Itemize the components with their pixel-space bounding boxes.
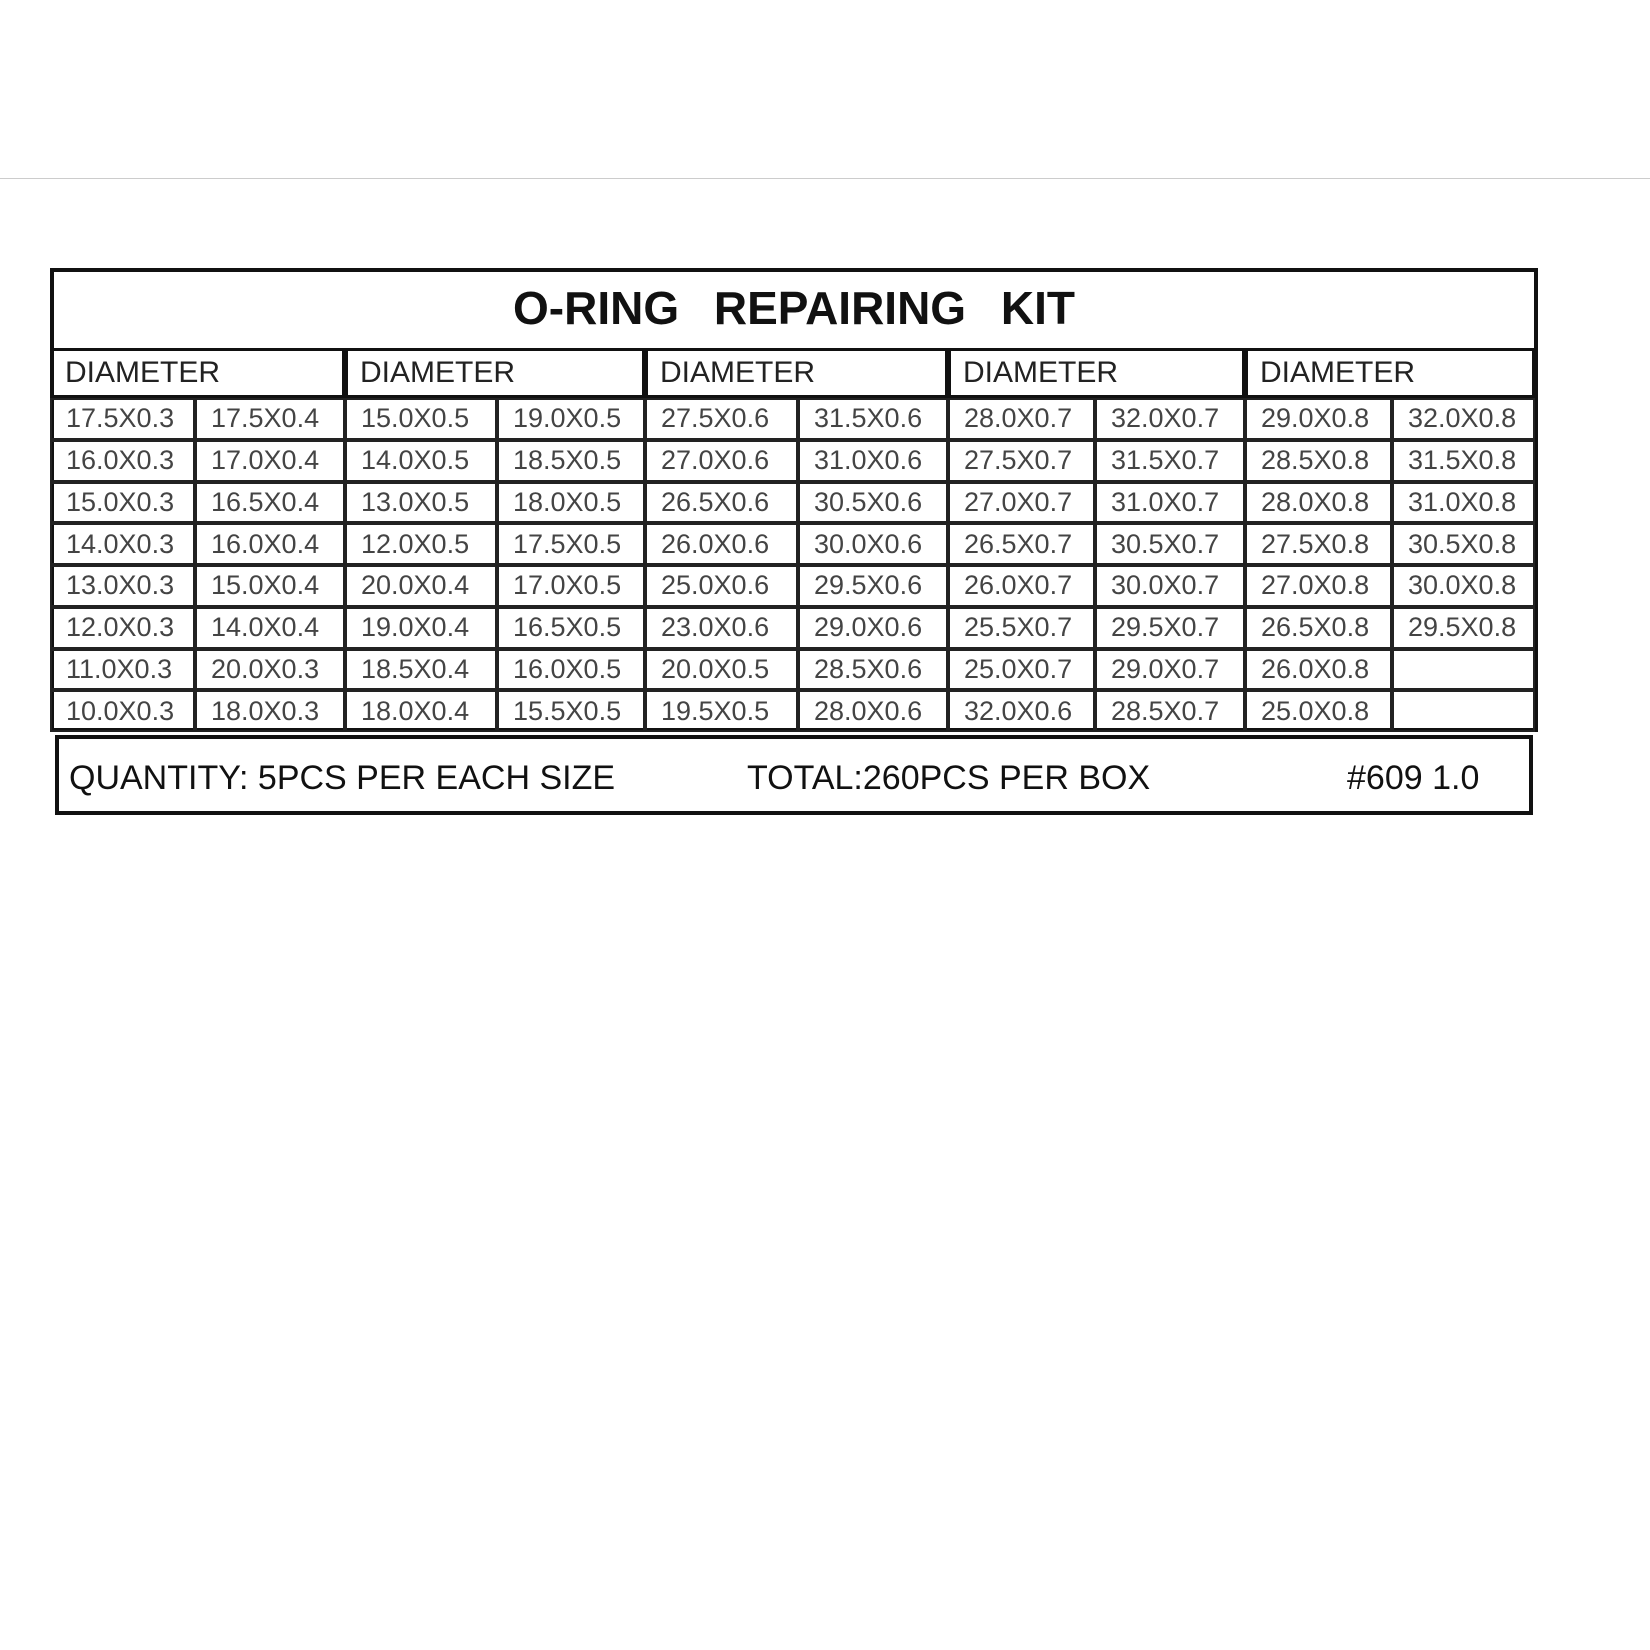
size-cell: 12.0X0.3 bbox=[50, 606, 195, 649]
size-cell: 15.0X0.4 bbox=[195, 565, 345, 607]
size-cell: 25.0X0.7 bbox=[948, 648, 1095, 691]
size-cell: 19.0X0.4 bbox=[345, 606, 497, 649]
size-cell: 17.0X0.4 bbox=[195, 439, 345, 482]
size-cell: 32.0X0.6 bbox=[948, 690, 1095, 732]
size-cell: 16.0X0.4 bbox=[195, 523, 345, 565]
size-cell: 29.5X0.6 bbox=[798, 565, 948, 607]
size-cell: 26.0X0.7 bbox=[948, 565, 1095, 607]
size-cell: 27.0X0.8 bbox=[1245, 565, 1392, 607]
size-cell: 28.0X0.6 bbox=[798, 690, 948, 732]
size-cell: 29.0X0.8 bbox=[1245, 398, 1392, 440]
size-cell: 19.5X0.5 bbox=[645, 690, 798, 732]
quantity: QUANTITY: 5PCS PER EACH SIZE bbox=[69, 759, 616, 797]
size-cell: 30.5X0.8 bbox=[1392, 523, 1535, 565]
size-cell: 17.5X0.3 bbox=[50, 398, 195, 440]
divider bbox=[0, 178, 1650, 179]
size-cell: 28.5X0.7 bbox=[1095, 690, 1245, 732]
size-cell: 26.5X0.7 bbox=[948, 523, 1095, 565]
size-cell bbox=[1392, 690, 1535, 732]
size-cell: 26.5X0.6 bbox=[645, 481, 798, 524]
size-cell: 20.0X0.4 bbox=[345, 565, 497, 607]
size-cell: 20.0X0.3 bbox=[195, 648, 345, 691]
size-cell: 31.5X0.6 bbox=[798, 398, 948, 440]
size-cell: 27.0X0.6 bbox=[645, 439, 798, 482]
size-cell: 23.0X0.6 bbox=[645, 606, 798, 649]
size-cell: 27.0X0.7 bbox=[948, 481, 1095, 524]
size-cell: 14.0X0.5 bbox=[345, 439, 497, 482]
size-cell: 16.5X0.4 bbox=[195, 481, 345, 524]
size-cell: 13.0X0.5 bbox=[345, 481, 497, 524]
size-cell: 28.5X0.8 bbox=[1245, 439, 1392, 482]
size-cell: 29.0X0.6 bbox=[798, 606, 948, 649]
size-cell: 17.0X0.5 bbox=[497, 565, 645, 607]
size-cell: 30.5X0.6 bbox=[798, 481, 948, 524]
size-cell: 31.5X0.7 bbox=[1095, 439, 1245, 482]
size-cell: 27.5X0.6 bbox=[645, 398, 798, 440]
size-cell: 30.0X0.8 bbox=[1392, 565, 1535, 607]
size-cell: 25.5X0.7 bbox=[948, 606, 1095, 649]
size-cell: 13.0X0.3 bbox=[50, 565, 195, 607]
table-title: O-RING REPAIRING KIT bbox=[513, 282, 1075, 334]
size-cell: 16.0X0.3 bbox=[50, 439, 195, 482]
size-cell: 15.0X0.3 bbox=[50, 481, 195, 524]
size-cell: 28.0X0.7 bbox=[948, 398, 1095, 440]
size-cell: 29.5X0.8 bbox=[1392, 606, 1535, 649]
size-cell: 10.0X0.3 bbox=[50, 690, 195, 732]
size-cell: 18.5X0.5 bbox=[497, 439, 645, 482]
kit-table bbox=[50, 268, 1538, 732]
size-cell: 29.0X0.7 bbox=[1095, 648, 1245, 691]
size-cell: 17.5X0.5 bbox=[497, 523, 645, 565]
size-cell: 26.0X0.6 bbox=[645, 523, 798, 565]
size-cell: 32.0X0.7 bbox=[1095, 398, 1245, 440]
size-cell: 31.0X0.7 bbox=[1095, 481, 1245, 524]
size-cell: 28.5X0.6 bbox=[798, 648, 948, 691]
total: TOTAL:260PCS PER BOX bbox=[747, 759, 1151, 797]
group-header: DIAMETER bbox=[345, 348, 645, 398]
code: #609 1.0 bbox=[1347, 759, 1480, 797]
size-cell: 14.0X0.3 bbox=[50, 523, 195, 565]
size-cell bbox=[1392, 648, 1535, 691]
size-cell: 12.0X0.5 bbox=[345, 523, 497, 565]
size-cell: 28.0X0.8 bbox=[1245, 481, 1392, 524]
size-cell: 32.0X0.8 bbox=[1392, 398, 1535, 440]
size-cell: 27.5X0.7 bbox=[948, 439, 1095, 482]
group-header: DIAMETER bbox=[1245, 348, 1535, 398]
size-cell: 18.5X0.4 bbox=[345, 648, 497, 691]
size-cell: 26.0X0.8 bbox=[1245, 648, 1392, 691]
size-cell: 30.0X0.6 bbox=[798, 523, 948, 565]
size-cell: 31.0X0.6 bbox=[798, 439, 948, 482]
size-cell: 31.0X0.8 bbox=[1392, 481, 1535, 524]
size-cell: 15.5X0.5 bbox=[497, 690, 645, 732]
size-cell: 18.0X0.3 bbox=[195, 690, 345, 732]
size-cell: 18.0X0.5 bbox=[497, 481, 645, 524]
size-cell: 17.5X0.4 bbox=[195, 398, 345, 440]
size-cell: 26.5X0.8 bbox=[1245, 606, 1392, 649]
size-cell: 20.0X0.5 bbox=[645, 648, 798, 691]
size-cell: 18.0X0.4 bbox=[345, 690, 497, 732]
size-cell: 15.0X0.5 bbox=[345, 398, 497, 440]
size-cell: 30.0X0.7 bbox=[1095, 565, 1245, 607]
group-header: DIAMETER bbox=[645, 348, 948, 398]
size-cell: 14.0X0.4 bbox=[195, 606, 345, 649]
size-cell: 16.5X0.5 bbox=[497, 606, 645, 649]
size-cell: 30.5X0.7 bbox=[1095, 523, 1245, 565]
size-cell: 19.0X0.5 bbox=[497, 398, 645, 440]
group-header: DIAMETER bbox=[50, 348, 345, 398]
size-cell: 29.5X0.7 bbox=[1095, 606, 1245, 649]
footer: QUANTITY: 5PCS PER EACH SIZE TOTAL:260PC… bbox=[55, 735, 1533, 815]
size-cell: 25.0X0.6 bbox=[645, 565, 798, 607]
size-cell: 25.0X0.8 bbox=[1245, 690, 1392, 732]
group-header: DIAMETER bbox=[948, 348, 1245, 398]
size-cell: 27.5X0.8 bbox=[1245, 523, 1392, 565]
size-cell: 31.5X0.8 bbox=[1392, 439, 1535, 482]
size-cell: 16.0X0.5 bbox=[497, 648, 645, 691]
size-cell: 11.0X0.3 bbox=[50, 648, 195, 691]
